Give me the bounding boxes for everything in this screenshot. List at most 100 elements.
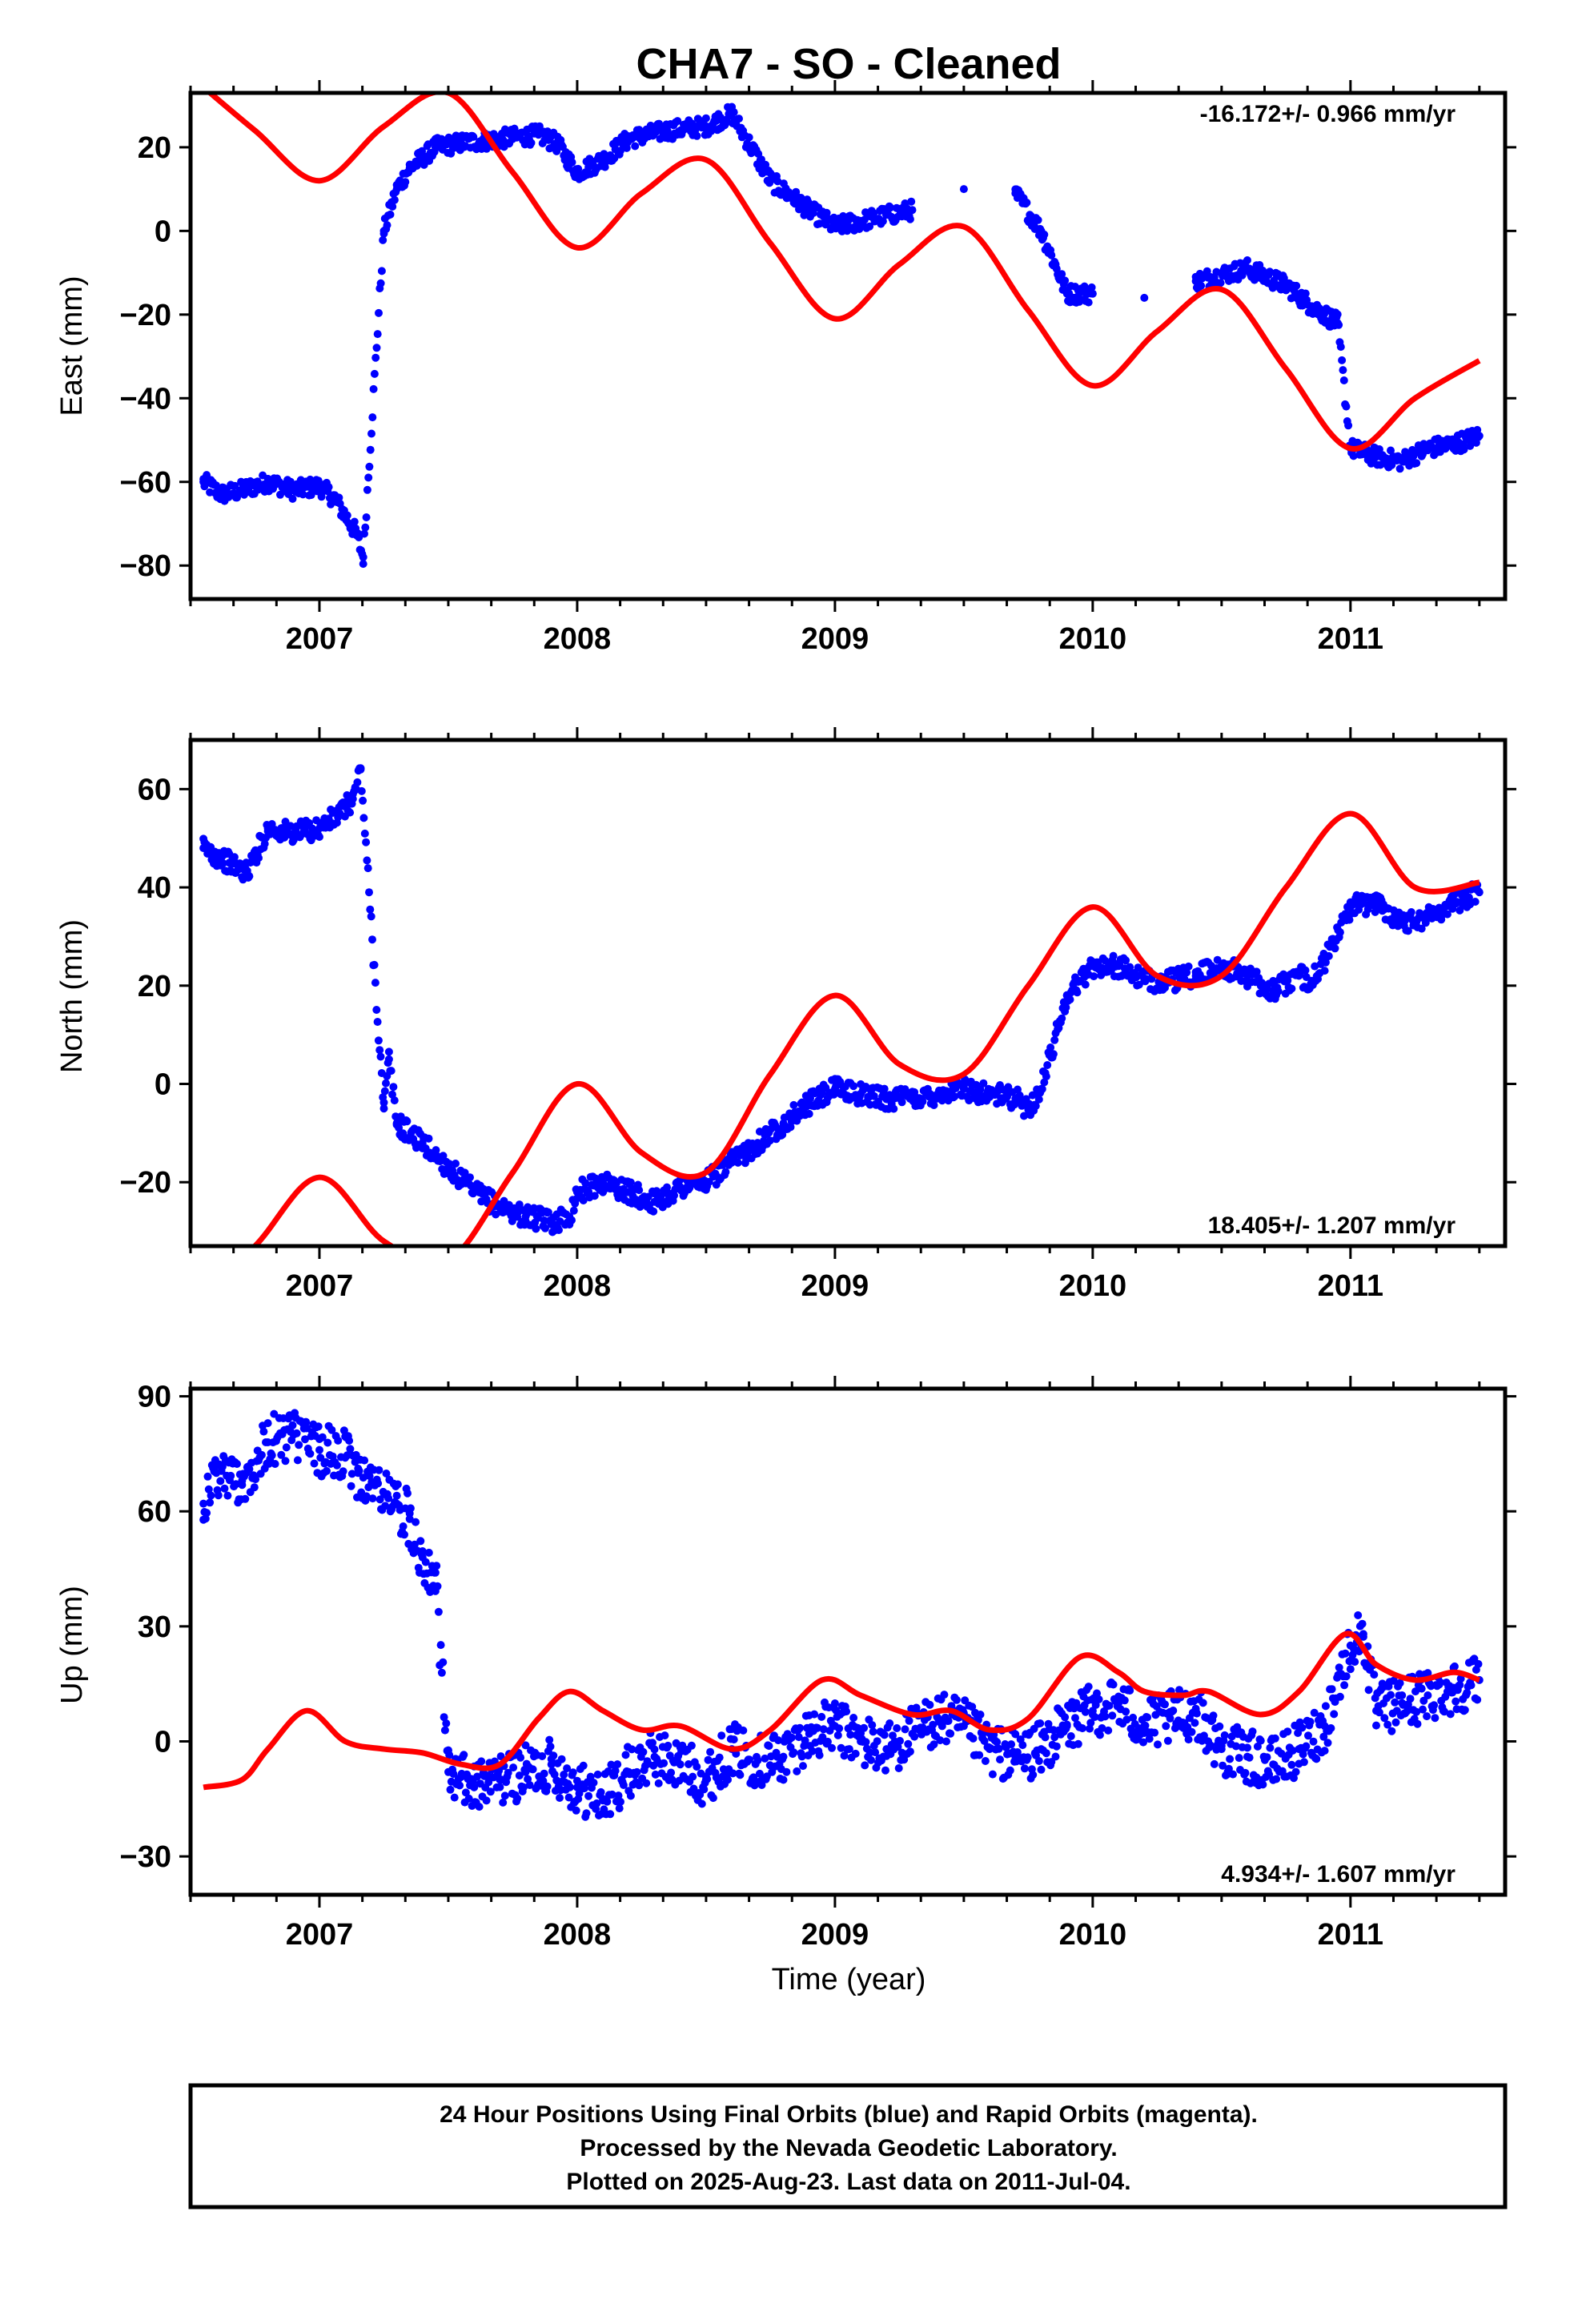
up-data-point <box>905 1716 913 1725</box>
north-data-point <box>1081 980 1090 989</box>
up-data-point <box>1452 1697 1460 1706</box>
north-data-point <box>1269 986 1278 995</box>
north-data-point <box>1088 962 1097 971</box>
east-x-tick-label: 2009 <box>801 622 869 656</box>
up-data-point <box>697 1799 706 1808</box>
up-data-point <box>1094 1695 1103 1703</box>
north-data-point <box>934 1089 942 1098</box>
up-data-point <box>1108 1711 1117 1720</box>
north-data-point <box>649 1207 658 1216</box>
up-data-point <box>199 1499 208 1508</box>
up-data-point <box>1395 1679 1404 1687</box>
north-data-point <box>368 935 376 944</box>
north-data-point <box>1049 1050 1058 1059</box>
up-data-point <box>1187 1727 1196 1736</box>
up-data-point <box>842 1707 851 1716</box>
up-data-point <box>871 1748 880 1757</box>
east-data-point <box>1339 366 1347 375</box>
north-data-point <box>1252 967 1261 976</box>
east-data-point <box>1191 277 1200 285</box>
up-data-point <box>840 1751 849 1760</box>
up-plot-frame <box>188 1386 1508 1897</box>
north-data-point <box>384 1055 393 1063</box>
east-data-point <box>401 178 410 187</box>
up-data-point <box>621 1751 630 1759</box>
up-data-point <box>277 1450 286 1459</box>
up-data-point <box>704 1755 713 1764</box>
east-y-axis-label: East (mm) <box>55 275 89 416</box>
up-data-point <box>295 1441 303 1449</box>
up-data-point <box>1227 1732 1236 1741</box>
up-data-point <box>257 1450 266 1459</box>
up-data-point <box>1061 1713 1070 1722</box>
east-data-point <box>599 155 608 164</box>
north-data-point <box>1471 898 1480 906</box>
up-data-point <box>904 1739 913 1748</box>
up-data-point <box>1387 1727 1396 1735</box>
east-data-point <box>371 353 380 362</box>
up-data-point <box>687 1741 696 1750</box>
up-data-point <box>214 1491 223 1500</box>
up-y-axis-label: Up (mm) <box>55 1586 89 1704</box>
east-x-tick-label: 2010 <box>1059 622 1127 656</box>
up-data-point <box>1340 1681 1349 1690</box>
up-data-point <box>905 1747 914 1756</box>
up-data-point <box>360 1456 369 1465</box>
north-data-point <box>624 1188 633 1196</box>
north-data-point <box>521 1212 530 1221</box>
up-data-point <box>302 1417 311 1426</box>
north-x-tick-label: 2009 <box>801 1269 869 1303</box>
up-data-point <box>314 1422 323 1431</box>
up-data-point <box>1086 1719 1095 1727</box>
east-data-point <box>830 223 839 231</box>
up-data-point <box>1295 1745 1303 1754</box>
north-y-tick-label: −20 <box>120 1166 171 1200</box>
up-data-point <box>528 1765 537 1774</box>
up-data-point <box>347 1470 356 1478</box>
north-model-curve <box>251 810 1480 1246</box>
east-rate-label: -16.172+/- 0.966 mm/yr <box>1200 101 1456 127</box>
up-data-point <box>934 1714 942 1723</box>
up-data-point <box>1370 1671 1379 1679</box>
up-data-point <box>540 1769 548 1778</box>
up-data-point <box>550 1770 559 1779</box>
up-data-point <box>323 1438 332 1447</box>
east-data-point <box>1398 456 1407 465</box>
north-data-point <box>880 1084 889 1093</box>
north-data-point <box>581 1179 590 1188</box>
north-data-point <box>230 853 239 862</box>
up-data-point <box>1456 1681 1464 1689</box>
north-x-tick-label: 2008 <box>544 1269 612 1303</box>
up-data-point <box>482 1796 491 1805</box>
north-data-point <box>515 1200 524 1209</box>
up-data-point <box>1383 1720 1392 1729</box>
up-data-point <box>289 1430 298 1439</box>
up-data-point <box>267 1451 276 1460</box>
north-data-point <box>532 1224 540 1233</box>
up-data-point <box>700 1785 709 1794</box>
north-data-point <box>363 864 372 873</box>
east-data-point <box>289 486 298 495</box>
up-data-point <box>761 1754 769 1763</box>
north-data-point <box>918 1097 927 1106</box>
up-data-point <box>323 1466 331 1475</box>
north-data-point <box>1058 1014 1066 1023</box>
north-data-point <box>1372 898 1380 907</box>
north-data-point <box>365 888 373 897</box>
up-data-point <box>1191 1719 1199 1727</box>
north-data-point <box>1114 962 1123 971</box>
up-data-point <box>1412 1707 1421 1716</box>
up-data-point <box>431 1568 440 1577</box>
up-data-point <box>1199 1731 1208 1740</box>
up-data-point <box>861 1761 869 1770</box>
east-data-point <box>693 131 701 140</box>
up-data-point <box>1210 1759 1219 1768</box>
east-panel: East (mm) -16.172+/- 0.966 mm/yr 20 0 −20 −… <box>55 80 1516 656</box>
east-data-point <box>379 235 387 244</box>
up-data-point <box>1036 1719 1045 1727</box>
up-data-point <box>424 1548 433 1557</box>
east-data-point <box>728 110 737 119</box>
north-data-point <box>362 838 371 846</box>
up-data-point <box>281 1457 290 1466</box>
north-data-point <box>424 1134 433 1143</box>
